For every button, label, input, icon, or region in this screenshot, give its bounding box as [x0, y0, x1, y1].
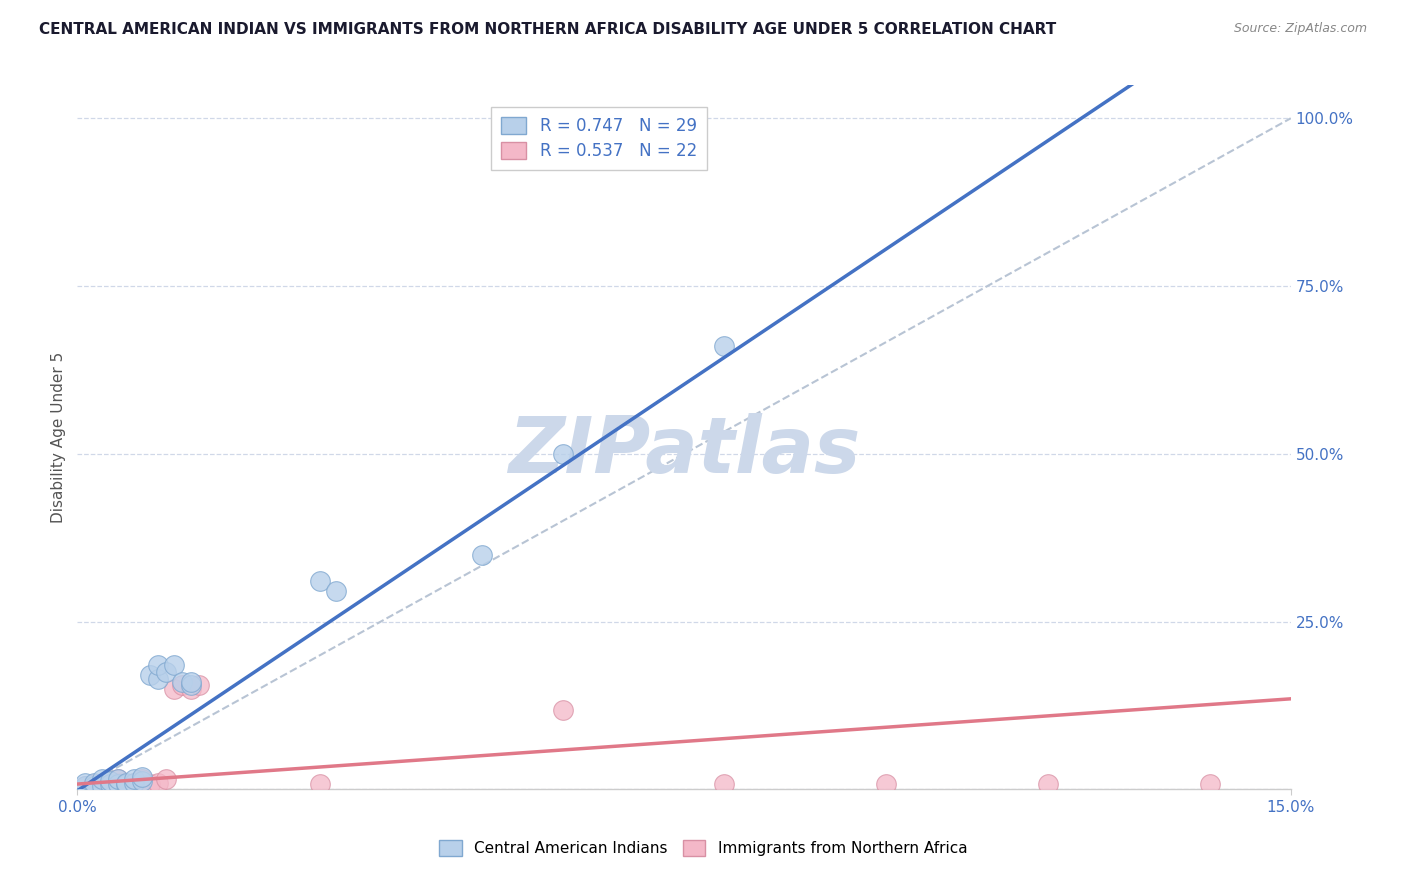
- Point: [115, 777, 138, 791]
- Point: [180, 678, 202, 692]
- Point: [75, 779, 97, 793]
- Point: [471, 548, 494, 562]
- Point: [148, 658, 170, 673]
- Text: ZIPatlas: ZIPatlas: [508, 413, 860, 489]
- Point: [131, 772, 153, 787]
- Point: [83, 779, 105, 793]
- Text: CENTRAL AMERICAN INDIAN VS IMMIGRANTS FROM NORTHERN AFRICA DISABILITY AGE UNDER : CENTRAL AMERICAN INDIAN VS IMMIGRANTS FR…: [39, 22, 1057, 37]
- Point: [1036, 777, 1059, 791]
- Point: [98, 777, 121, 791]
- Point: [115, 775, 138, 789]
- Point: [122, 775, 145, 789]
- Point: [90, 779, 112, 793]
- Point: [163, 658, 186, 673]
- Point: [325, 584, 347, 599]
- Point: [98, 777, 121, 791]
- Point: [713, 777, 735, 791]
- Point: [107, 775, 129, 789]
- Point: [98, 774, 121, 789]
- Point: [309, 574, 332, 589]
- Point: [180, 681, 202, 696]
- Point: [172, 678, 194, 692]
- Point: [180, 675, 202, 690]
- Point: [187, 678, 209, 692]
- Legend: R = 0.747   N = 29, R = 0.537   N = 22: R = 0.747 N = 29, R = 0.537 N = 22: [491, 107, 707, 170]
- Point: [107, 777, 129, 791]
- Point: [122, 775, 145, 789]
- Point: [139, 668, 162, 682]
- Point: [155, 665, 177, 679]
- Point: [107, 772, 129, 787]
- Point: [131, 774, 153, 789]
- Y-axis label: Disability Age Under 5: Disability Age Under 5: [51, 351, 66, 523]
- Legend: Central American Indians, Immigrants from Northern Africa: Central American Indians, Immigrants fro…: [433, 834, 973, 862]
- Point: [139, 777, 162, 791]
- Text: Source: ZipAtlas.com: Source: ZipAtlas.com: [1233, 22, 1367, 36]
- Point: [90, 772, 112, 787]
- Point: [713, 339, 735, 353]
- Point: [107, 772, 129, 787]
- Point: [1198, 777, 1220, 791]
- Point: [83, 775, 105, 789]
- Point: [83, 777, 105, 791]
- Point: [309, 777, 332, 791]
- Point: [131, 770, 153, 784]
- Point: [551, 703, 574, 717]
- Point: [172, 675, 194, 690]
- Point: [122, 772, 145, 787]
- Point: [148, 775, 170, 789]
- Point: [551, 447, 574, 461]
- Point: [75, 775, 97, 789]
- Point: [148, 672, 170, 686]
- Point: [90, 779, 112, 793]
- Point: [875, 777, 897, 791]
- Point: [163, 681, 186, 696]
- Point: [75, 779, 97, 793]
- Point: [115, 777, 138, 791]
- Point: [155, 772, 177, 787]
